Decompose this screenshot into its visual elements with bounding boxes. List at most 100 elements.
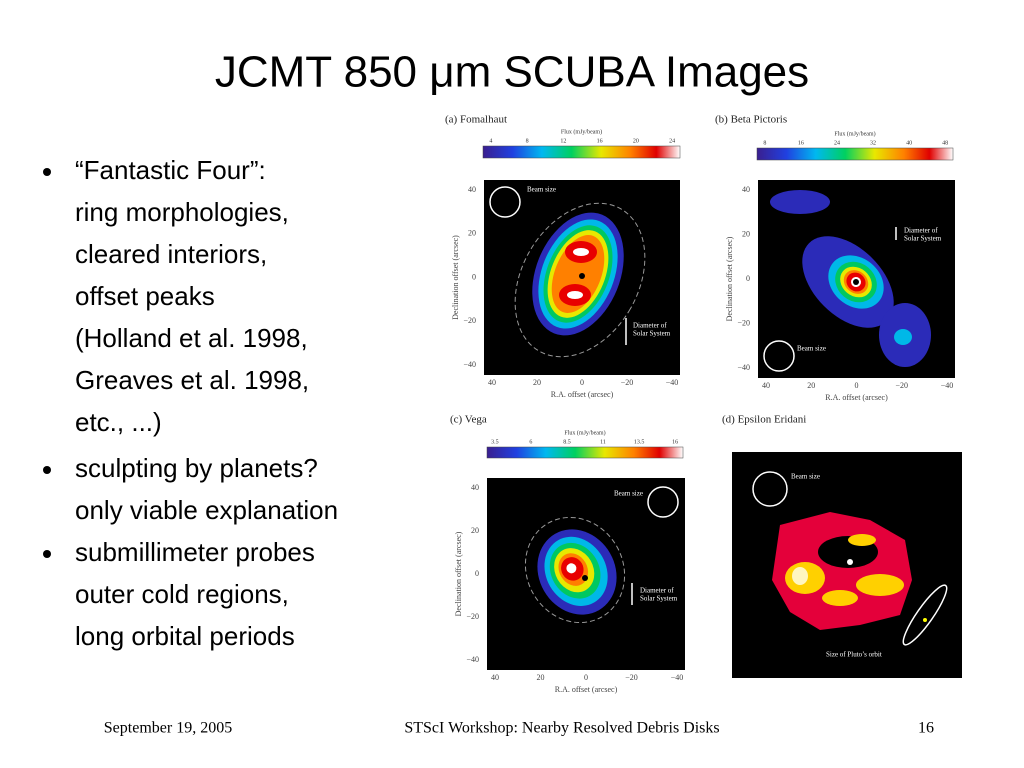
panel-label: (b) Beta Pictoris (715, 114, 787, 126)
annotation: Beam size (527, 186, 556, 194)
colorbar-tick: 16 (672, 439, 678, 445)
footer-page: 16 (918, 720, 934, 737)
colorbar-title: Flux (mJy/beam) (834, 130, 875, 137)
panel-label: (d) Epsilon Eridani (722, 414, 806, 426)
x-tick: −40 (941, 381, 954, 390)
footer-date: September 19, 2005 (104, 720, 232, 737)
y-tick: 20 (742, 229, 750, 238)
y-tick: −40 (737, 363, 750, 372)
slide-title: JCMT 850 μm SCUBA Images (215, 48, 809, 97)
x-tick: 0 (584, 673, 588, 682)
emission (894, 329, 912, 345)
bullet-dot (43, 550, 51, 558)
colorbar-title: Flux (mJy/beam) (564, 429, 605, 436)
contour (524, 516, 626, 624)
y-tick: −40 (463, 360, 476, 369)
colorbar-tick: 8 (763, 140, 766, 146)
colorbar-tick: 4 (489, 138, 492, 144)
annotation: Solar System (904, 235, 942, 243)
x-tick: 0 (855, 381, 859, 390)
panel-label: (a) Fomalhaut (445, 114, 507, 126)
bullet-text: “Fantastic Four”: (75, 155, 266, 185)
sun (923, 618, 927, 622)
x-axis-label: R.A. offset (arcsec) (555, 685, 618, 694)
colorbar-tick: 12 (560, 138, 566, 144)
y-tick: −20 (466, 612, 479, 621)
y-tick: 0 (472, 272, 476, 281)
bullet-text: submillimeter probes (75, 537, 315, 567)
beam (647, 486, 679, 518)
y-tick: 40 (742, 185, 750, 194)
star (853, 279, 859, 285)
colorbar-tick: 32 (870, 140, 876, 146)
x-tick: 40 (491, 673, 499, 682)
bullet-text: (Holland et al. 1998, (75, 323, 308, 353)
emission (566, 563, 577, 574)
bullet-text: Greaves et al. 1998, (75, 365, 309, 395)
star (582, 575, 588, 581)
annotation: Beam size (791, 473, 820, 481)
colorbar-tick: 3.5 (491, 439, 499, 445)
x-tick: −40 (666, 378, 679, 387)
beam (763, 340, 795, 372)
contour (514, 202, 646, 358)
annotation: Solar System (633, 330, 671, 338)
bullet-text: ring morphologies, (75, 197, 289, 227)
colorbar-tick: 8.5 (563, 439, 571, 445)
y-axis-label: Declination offset (arcsec) (454, 531, 463, 616)
x-tick: −20 (895, 381, 908, 390)
y-tick: −40 (466, 655, 479, 664)
y-tick: 40 (471, 483, 479, 492)
emission (822, 590, 858, 606)
colorbar (482, 145, 681, 159)
annotation: Diameter of (904, 227, 938, 235)
y-axis-label: Declination offset (arcsec) (725, 236, 734, 321)
bullet-dot (43, 168, 51, 176)
x-tick: 20 (537, 673, 545, 682)
annotation: Diameter of (640, 587, 674, 595)
beam (489, 186, 521, 218)
emission (856, 574, 904, 596)
emission-core (567, 291, 583, 299)
bullet-text: sculpting by planets? (75, 453, 318, 483)
x-tick: 20 (533, 378, 541, 387)
colorbar-tick: 24 (834, 140, 840, 146)
y-tick: 40 (468, 185, 476, 194)
x-axis-label: R.A. offset (arcsec) (825, 393, 888, 402)
colorbar-tick: 11 (600, 439, 606, 445)
colorbar-title: Flux (mJy/beam) (561, 128, 602, 135)
y-tick: −20 (463, 316, 476, 325)
x-tick: 40 (762, 381, 770, 390)
x-tick: 0 (580, 378, 584, 387)
x-axis-label: R.A. offset (arcsec) (551, 390, 614, 399)
emission (770, 190, 830, 214)
emission (772, 512, 912, 630)
bullet-text: cleared interiors, (75, 239, 267, 269)
x-tick: 40 (488, 378, 496, 387)
colorbar-tick: 24 (669, 138, 675, 144)
colorbar-tick: 16 (597, 138, 603, 144)
bullet-dot (43, 466, 51, 474)
colorbar-tick: 6 (529, 439, 532, 445)
x-tick: −40 (671, 673, 684, 682)
star (579, 273, 585, 279)
y-axis-label: Declination offset (arcsec) (451, 235, 460, 320)
emission (848, 534, 876, 546)
colorbar-tick: 16 (798, 140, 804, 146)
annotation: Solar System (640, 595, 678, 603)
annotation: Beam size (797, 345, 826, 353)
annotation: Diameter of (633, 322, 667, 330)
colorbar (756, 147, 954, 161)
y-tick: 20 (468, 229, 476, 238)
emission-core (573, 248, 589, 256)
colorbar-tick: 40 (906, 140, 912, 146)
bullet-text: offset peaks (75, 281, 215, 311)
y-tick: 0 (746, 274, 750, 283)
colorbar-tick: 13.5 (634, 439, 645, 445)
emission-core (792, 567, 808, 585)
annotation: Size of Pluto’s orbit (826, 651, 882, 659)
x-tick: 20 (807, 381, 815, 390)
bullet-text: etc., ...) (75, 407, 162, 437)
beam (752, 471, 788, 507)
